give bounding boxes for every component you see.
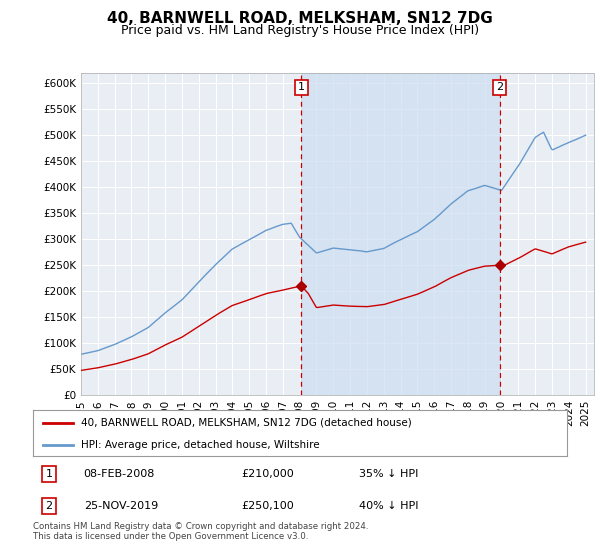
Text: Price paid vs. HM Land Registry's House Price Index (HPI): Price paid vs. HM Land Registry's House … xyxy=(121,24,479,37)
Text: 40, BARNWELL ROAD, MELKSHAM, SN12 7DG: 40, BARNWELL ROAD, MELKSHAM, SN12 7DG xyxy=(107,11,493,26)
Text: £210,000: £210,000 xyxy=(241,469,294,479)
Text: £250,100: £250,100 xyxy=(241,501,294,511)
Text: 2: 2 xyxy=(46,501,53,511)
Text: 40, BARNWELL ROAD, MELKSHAM, SN12 7DG (detached house): 40, BARNWELL ROAD, MELKSHAM, SN12 7DG (d… xyxy=(81,418,412,428)
Text: HPI: Average price, detached house, Wiltshire: HPI: Average price, detached house, Wilt… xyxy=(81,440,320,450)
Text: 1: 1 xyxy=(298,82,305,92)
Text: Contains HM Land Registry data © Crown copyright and database right 2024.
This d: Contains HM Land Registry data © Crown c… xyxy=(33,522,368,542)
Text: 35% ↓ HPI: 35% ↓ HPI xyxy=(359,469,418,479)
Text: 2: 2 xyxy=(496,82,503,92)
Text: 1: 1 xyxy=(46,469,53,479)
Bar xyxy=(301,73,500,395)
Text: 25-NOV-2019: 25-NOV-2019 xyxy=(84,501,158,511)
Text: 40% ↓ HPI: 40% ↓ HPI xyxy=(359,501,418,511)
Text: 08-FEB-2008: 08-FEB-2008 xyxy=(84,469,155,479)
